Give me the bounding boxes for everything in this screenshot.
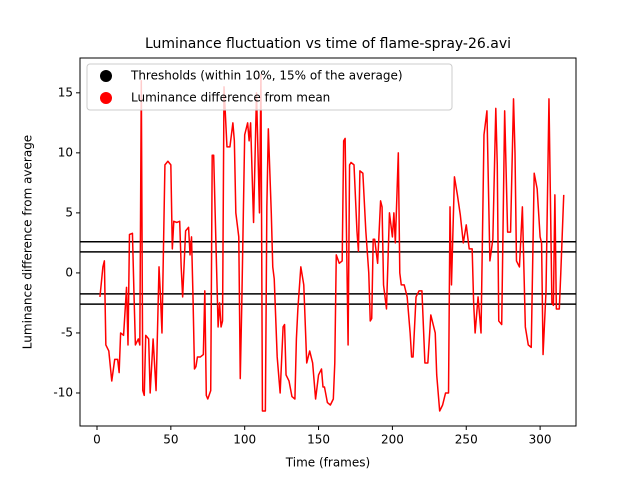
x-tick-label: 50 — [163, 433, 178, 447]
x-tick-label: 150 — [307, 433, 330, 447]
data-line — [99, 74, 565, 412]
legend-label: Thresholds (within 10%, 15% of the avera… — [130, 69, 403, 83]
legend-label: Luminance difference from mean — [131, 91, 330, 105]
y-tick-label: -5 — [61, 325, 73, 339]
legend-marker — [100, 70, 112, 82]
legend-marker — [100, 92, 112, 104]
chart-title: Luminance fluctuation vs time of flame-s… — [145, 36, 511, 52]
y-axis-label: Luminance difference from average — [21, 135, 35, 349]
y-tick-label: 10 — [58, 145, 73, 159]
y-tick-label: 15 — [58, 85, 73, 99]
x-tick-label: 0 — [93, 433, 101, 447]
x-tick-label: 250 — [455, 433, 478, 447]
plot-frame — [79, 57, 577, 427]
x-axis-label: Time (frames) — [285, 456, 370, 470]
x-tick-label: 300 — [529, 433, 552, 447]
x-tick-label: 100 — [233, 433, 256, 447]
y-tick-label: -10 — [53, 385, 73, 399]
legend-box — [86, 63, 453, 111]
y-tick-label: 0 — [65, 265, 73, 279]
x-tick-label: 200 — [381, 433, 404, 447]
y-tick-label: 5 — [65, 205, 73, 219]
